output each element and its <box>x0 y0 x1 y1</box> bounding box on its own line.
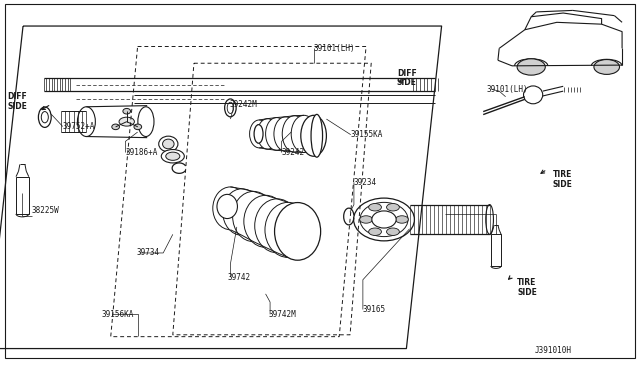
Ellipse shape <box>354 198 415 241</box>
Ellipse shape <box>166 152 180 160</box>
Ellipse shape <box>138 107 154 137</box>
Ellipse shape <box>163 139 174 149</box>
Circle shape <box>369 203 381 211</box>
Text: 39752+A: 39752+A <box>63 122 95 131</box>
Circle shape <box>594 60 620 74</box>
Ellipse shape <box>212 187 248 230</box>
Text: DIFF
SIDE: DIFF SIDE <box>397 69 417 87</box>
Ellipse shape <box>112 124 120 129</box>
Circle shape <box>396 216 408 223</box>
Ellipse shape <box>225 99 236 117</box>
Ellipse shape <box>275 202 321 260</box>
Ellipse shape <box>77 107 95 137</box>
Ellipse shape <box>38 107 51 127</box>
Circle shape <box>517 59 545 75</box>
Text: 39242: 39242 <box>282 148 305 157</box>
Ellipse shape <box>250 120 269 148</box>
Ellipse shape <box>291 115 317 153</box>
Ellipse shape <box>282 116 307 152</box>
Bar <box>16 177 29 214</box>
Ellipse shape <box>233 191 275 242</box>
Ellipse shape <box>360 202 408 237</box>
Text: 39156KA: 39156KA <box>101 310 134 319</box>
Ellipse shape <box>227 102 234 113</box>
Ellipse shape <box>311 114 323 157</box>
Circle shape <box>360 216 372 223</box>
Text: 39101(LH): 39101(LH) <box>314 44 355 53</box>
Text: 38225W: 38225W <box>32 206 60 215</box>
Ellipse shape <box>524 86 543 104</box>
Text: 39742: 39742 <box>227 273 250 282</box>
Circle shape <box>369 228 381 235</box>
Text: 39242M: 39242M <box>229 100 257 109</box>
Ellipse shape <box>41 112 49 123</box>
Text: 39234: 39234 <box>354 178 377 187</box>
Ellipse shape <box>486 205 493 234</box>
Ellipse shape <box>244 195 287 247</box>
Text: J391010H: J391010H <box>534 346 572 355</box>
Ellipse shape <box>372 211 396 228</box>
Ellipse shape <box>301 115 326 156</box>
Ellipse shape <box>159 136 178 152</box>
Ellipse shape <box>161 150 184 163</box>
Ellipse shape <box>265 202 311 257</box>
Text: 39155KA: 39155KA <box>351 130 383 139</box>
Text: TIRE
SIDE: TIRE SIDE <box>552 170 572 189</box>
Text: DIFF
SIDE: DIFF SIDE <box>8 92 28 110</box>
Text: 39165: 39165 <box>363 305 386 314</box>
Ellipse shape <box>134 124 141 129</box>
Ellipse shape <box>123 108 131 114</box>
Circle shape <box>387 228 399 235</box>
Text: 39186+A: 39186+A <box>125 148 158 157</box>
Ellipse shape <box>274 117 297 151</box>
Text: 39734: 39734 <box>136 248 159 257</box>
Ellipse shape <box>266 118 287 150</box>
Bar <box>491 234 501 266</box>
Ellipse shape <box>217 194 237 219</box>
Circle shape <box>119 117 134 126</box>
Ellipse shape <box>255 199 300 253</box>
Ellipse shape <box>223 189 261 235</box>
Ellipse shape <box>257 119 278 149</box>
Text: 39742M: 39742M <box>269 310 296 319</box>
Text: 39101(LH): 39101(LH) <box>486 85 528 94</box>
Circle shape <box>387 203 399 211</box>
Ellipse shape <box>254 125 263 143</box>
Text: TIRE
SIDE: TIRE SIDE <box>517 278 537 296</box>
